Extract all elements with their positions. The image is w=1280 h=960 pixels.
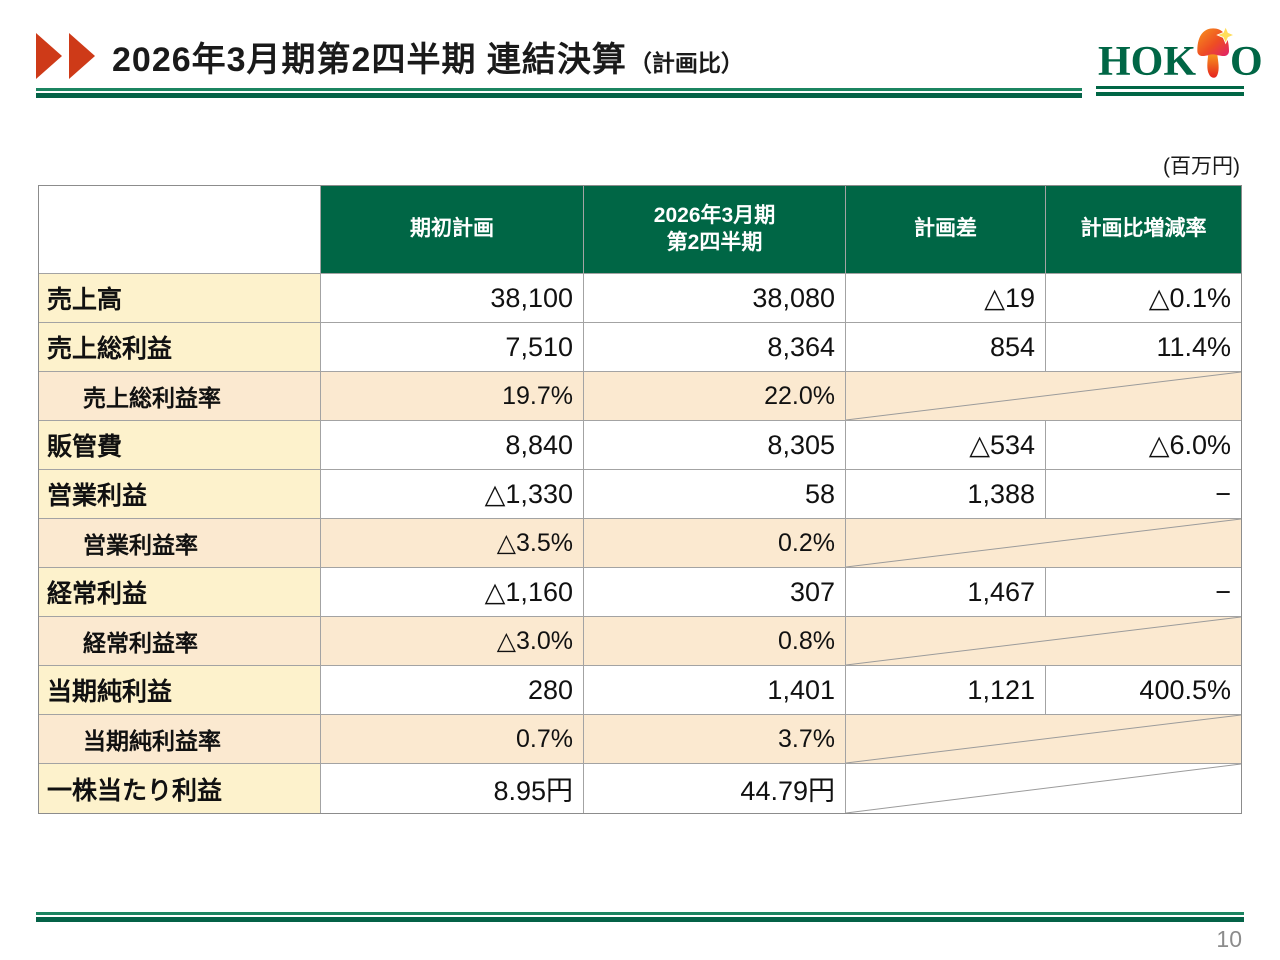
diagonal-line-icon bbox=[846, 715, 1241, 763]
diagonal-line-icon bbox=[846, 764, 1241, 813]
page-title: 2026年3月期第2四半期 連結決算 （計画比） bbox=[112, 32, 744, 81]
table-row: 一株当たり利益 8.95円 44.79円 bbox=[39, 764, 1241, 813]
row-label: 経常利益 bbox=[39, 568, 321, 617]
cell-plan: △1,160 bbox=[321, 568, 584, 617]
row-label: 一株当たり利益 bbox=[39, 764, 321, 813]
page-header: 2026年3月期第2四半期 連結決算 （計画比） bbox=[36, 28, 1086, 84]
cell-merged-na bbox=[846, 519, 1241, 568]
cell-actual: 8,364 bbox=[584, 323, 846, 372]
cell-actual: 0.2% bbox=[584, 519, 846, 568]
cell-plan: 19.7% bbox=[321, 372, 584, 421]
cell-merged-na bbox=[846, 764, 1241, 813]
financial-table: 期初計画 2026年3月期 第2四半期 計画差 計画比増減率 売上高 38,100 3… bbox=[38, 185, 1242, 814]
cell-plan: 0.7% bbox=[321, 715, 584, 764]
cell-diff: 1,388 bbox=[846, 470, 1046, 519]
cell-merged-na bbox=[846, 715, 1241, 764]
cell-plan: △1,330 bbox=[321, 470, 584, 519]
header-plan: 期初計画 bbox=[321, 186, 584, 274]
cell-merged-na bbox=[846, 617, 1241, 666]
table-row: 販管費 8,840 8,305 △534 △6.0% bbox=[39, 421, 1241, 470]
table-row: 経常利益率 △3.0% 0.8% bbox=[39, 617, 1241, 666]
diagonal-line-icon bbox=[846, 372, 1241, 420]
header-corner-cell bbox=[39, 186, 321, 274]
cell-actual: 1,401 bbox=[584, 666, 846, 715]
table-row: 売上総利益 7,510 8,364 854 11.4% bbox=[39, 323, 1241, 372]
cell-rate: − bbox=[1046, 568, 1241, 617]
cell-plan: 8.95円 bbox=[321, 764, 584, 813]
table-row: 営業利益率 △3.5% 0.2% bbox=[39, 519, 1241, 568]
logo-letters: HOK bbox=[1098, 16, 1263, 86]
row-label: 営業利益 bbox=[39, 470, 321, 519]
page-number: 10 bbox=[1216, 926, 1242, 952]
cell-plan: 38,100 bbox=[321, 274, 584, 323]
footer-divider bbox=[36, 912, 1244, 922]
cell-actual: 8,305 bbox=[584, 421, 846, 470]
cell-actual: 3.7% bbox=[584, 715, 846, 764]
cell-diff: 1,121 bbox=[846, 666, 1046, 715]
table-row: 当期純利益率 0.7% 3.7% bbox=[39, 715, 1241, 764]
row-label: 当期純利益率 bbox=[39, 715, 321, 764]
cell-rate: − bbox=[1046, 470, 1241, 519]
cell-actual: 44.79円 bbox=[584, 764, 846, 813]
row-label: 当期純利益 bbox=[39, 666, 321, 715]
diagonal-line-icon bbox=[846, 519, 1241, 567]
header-actual: 2026年3月期 第2四半期 bbox=[584, 186, 846, 274]
diagonal-line-icon bbox=[846, 617, 1241, 665]
row-label: 営業利益率 bbox=[39, 519, 321, 568]
cell-plan: △3.0% bbox=[321, 617, 584, 666]
unit-note: (百万円) bbox=[1163, 155, 1240, 178]
table-row: 当期純利益 280 1,401 1,121 400.5% bbox=[39, 666, 1241, 715]
row-label: 売上総利益 bbox=[39, 323, 321, 372]
logo-text-o: O bbox=[1230, 39, 1263, 86]
header-diff: 計画差 bbox=[846, 186, 1046, 274]
cell-rate: △0.1% bbox=[1046, 274, 1241, 323]
cell-rate: 11.4% bbox=[1046, 323, 1241, 372]
table-row: 経常利益 △1,160 307 1,467− bbox=[39, 568, 1241, 617]
cell-diff: 854 bbox=[846, 323, 1046, 372]
cell-plan: △3.5% bbox=[321, 519, 584, 568]
row-label: 売上総利益率 bbox=[39, 372, 321, 421]
cell-actual: 22.0% bbox=[584, 372, 846, 421]
row-label: 経常利益率 bbox=[39, 617, 321, 666]
cell-plan: 280 bbox=[321, 666, 584, 715]
cell-actual: 0.8% bbox=[584, 617, 846, 666]
page-title-main: 2026年3月期第2四半期 連結決算 bbox=[112, 40, 627, 79]
table-header-row: 期初計画 2026年3月期 第2四半期 計画差 計画比増減率 bbox=[39, 186, 1241, 274]
mushroom-icon bbox=[1194, 22, 1236, 88]
table-row: 売上高 38,100 38,080 △19 △0.1% bbox=[39, 274, 1241, 323]
cell-diff: △19 bbox=[846, 274, 1046, 323]
cell-rate: 400.5% bbox=[1046, 666, 1241, 715]
logo-divider bbox=[1096, 86, 1244, 96]
table-body: 売上高 38,100 38,080 △19 △0.1% 売上総利益 7,510 8,364 85… bbox=[39, 274, 1241, 813]
cell-plan: 8,840 bbox=[321, 421, 584, 470]
title-divider bbox=[36, 88, 1082, 98]
cell-actual: 58 bbox=[584, 470, 846, 519]
cell-actual: 307 bbox=[584, 568, 846, 617]
cell-merged-na bbox=[846, 372, 1241, 421]
row-label: 売上高 bbox=[39, 274, 321, 323]
logo-text-hok: HOK bbox=[1098, 39, 1197, 86]
cell-diff: △534 bbox=[846, 421, 1046, 470]
cell-rate: △6.0% bbox=[1046, 421, 1241, 470]
table-row: 営業利益 △1,330 58 1,388− bbox=[39, 470, 1241, 519]
hokto-logo: HOK bbox=[1096, 12, 1263, 96]
cell-plan: 7,510 bbox=[321, 323, 584, 372]
header-rate: 計画比増減率 bbox=[1046, 186, 1241, 274]
page-title-sub: （計画比） bbox=[628, 49, 744, 76]
table-row: 売上総利益率 19.7% 22.0% bbox=[39, 372, 1241, 421]
arrow-icon bbox=[69, 33, 95, 79]
arrow-icon bbox=[36, 33, 62, 79]
cell-actual: 38,080 bbox=[584, 274, 846, 323]
cell-diff: 1,467 bbox=[846, 568, 1046, 617]
row-label: 販管費 bbox=[39, 421, 321, 470]
